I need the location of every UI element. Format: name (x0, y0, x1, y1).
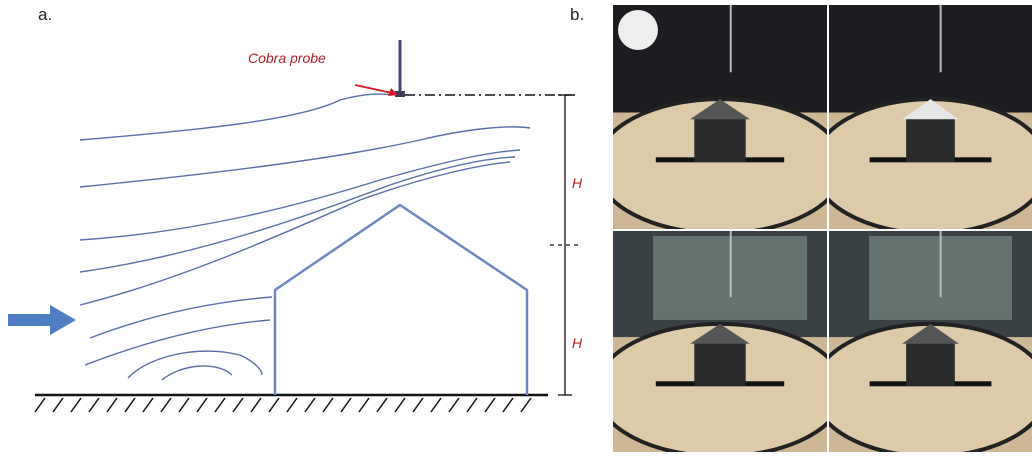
photo-grid (613, 5, 1032, 452)
model (694, 117, 746, 162)
height-label: H (572, 335, 583, 351)
streamlines (79, 93, 531, 381)
photo (613, 231, 827, 452)
hatch-line (304, 397, 316, 413)
hatch-line (88, 397, 100, 413)
photo (829, 5, 1032, 229)
model-roof (690, 323, 750, 344)
panel-b: b. (570, 5, 1032, 452)
hatch-line (232, 397, 244, 413)
model-roof (902, 323, 959, 344)
hatch-line (124, 397, 136, 413)
hatch-line (430, 397, 442, 413)
balloon (618, 10, 658, 50)
hatch-line (106, 397, 118, 413)
model-roof (902, 99, 959, 120)
hatch-line (394, 397, 406, 413)
hatch-line (250, 397, 262, 413)
pointer (354, 84, 393, 94)
hatch-line (466, 397, 478, 413)
hatch-line (376, 397, 388, 413)
hatch-line (340, 397, 352, 413)
model-roof (690, 99, 750, 120)
model (906, 341, 955, 386)
hatch-line (160, 397, 172, 413)
hatch-line (448, 397, 460, 413)
model (906, 117, 955, 162)
photo (829, 231, 1032, 452)
hatch-line (34, 397, 46, 413)
panel-a: a. Cobra probe H H (8, 5, 583, 413)
hatch-line (322, 397, 334, 413)
hatch-line (502, 397, 514, 413)
model (694, 341, 746, 386)
building (273, 203, 529, 395)
probe-label: Cobra probe (248, 50, 326, 66)
hatch-line (214, 397, 226, 413)
hatch-line (178, 397, 190, 413)
panel-label: a. (38, 5, 52, 24)
hatch-line (52, 397, 64, 413)
hatch-line (484, 397, 496, 413)
hatch-line (268, 397, 280, 413)
probe-head (395, 91, 405, 97)
hatch-line (412, 397, 424, 413)
hatch-line (520, 397, 532, 413)
hatch-line (70, 397, 82, 413)
ground-hatch (34, 397, 532, 413)
photo (613, 5, 827, 229)
flow-arrow (8, 305, 76, 335)
hatch-line (358, 397, 370, 413)
hatch-line (142, 397, 154, 413)
hatch-line (196, 397, 208, 413)
height-label: H (572, 175, 583, 191)
hatch-line (286, 397, 298, 413)
pointer-head (388, 88, 398, 96)
panel-label: b. (570, 5, 584, 24)
